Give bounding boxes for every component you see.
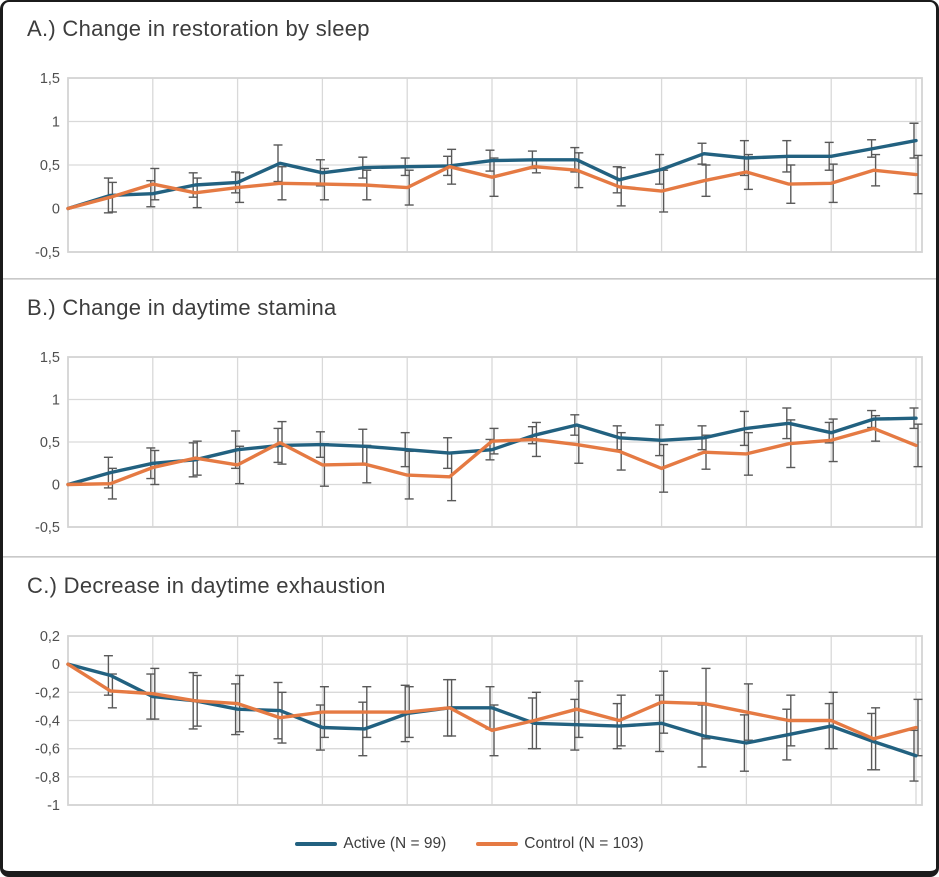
y-tick-label: -1: [47, 798, 60, 814]
y-tick-label: -0,8: [35, 770, 60, 786]
plot-border: [67, 77, 923, 253]
y-tick-label: -0,6: [35, 742, 60, 758]
series-line-active: [66, 416, 918, 487]
y-tick-label: 1,5: [40, 71, 60, 87]
y-tick-label: 1,5: [40, 350, 60, 366]
plot-border: [67, 356, 923, 528]
legend-label-control: Control (N = 103): [524, 835, 644, 852]
panel-c: 0,2 0 -0,2 -0,4 -0,6 -0,8 -1 C.) Decrease in d…: [3, 559, 936, 871]
chart-title-b: B.) Change in daytime stamina: [27, 295, 337, 320]
panel-b: 1,5 1 0,5 0 -0,5 B.) Change in daytime stami…: [3, 281, 936, 559]
panel-a: 1,5 1 0,5 0 -0,5 A.) Change in restoration b…: [3, 2, 936, 281]
y-tick-label: 0: [52, 657, 60, 673]
series-line-active: [66, 138, 918, 211]
y-tick-label: 1: [52, 115, 60, 131]
y-tick-label: 1: [52, 393, 60, 409]
y-tick-label: -0,5: [35, 520, 60, 536]
legend: Active (N = 99) Control (N = 103): [3, 831, 936, 857]
legend-item-active: Active (N = 99): [295, 835, 446, 853]
y-tick-label: -0,5: [35, 245, 60, 261]
chart-title-c: C.) Decrease in daytime exhaustion: [27, 573, 386, 598]
y-tick-label: 0,5: [40, 158, 60, 174]
y-tick-label: 0: [52, 478, 60, 494]
legend-label-active: Active (N = 99): [343, 835, 447, 852]
panel-separator-1: [3, 278, 936, 280]
chart-canvas-c: 0,2 0 -0,2 -0,4 -0,6 -0,8 -1: [35, 629, 923, 814]
y-tick-label: 0: [52, 202, 60, 218]
series-line-control: [66, 426, 918, 487]
chart-title-a: A.) Change in restoration by sleep: [27, 16, 370, 41]
y-tick-label: 0,2: [40, 629, 60, 645]
legend-swatch-active-line: [295, 842, 338, 846]
y-tick-label: -0,2: [35, 685, 60, 701]
series-line-control: [66, 164, 918, 211]
y-tick-label: -0,4: [35, 714, 60, 730]
chart-canvas-a: 1,5 1 0,5 0 -0,5: [35, 71, 923, 261]
legend-swatch-control-line: [476, 842, 519, 846]
series-line-active: [66, 662, 918, 758]
panel-separator-2: [3, 556, 936, 558]
plot-border: [67, 635, 923, 806]
series-line-control: [66, 662, 918, 741]
chart-canvas-b: 1,5 1 0,5 0 -0,5: [35, 350, 923, 536]
legend-item-control: Control (N = 103): [476, 835, 644, 853]
y-tick-label: 0,5: [40, 435, 60, 451]
